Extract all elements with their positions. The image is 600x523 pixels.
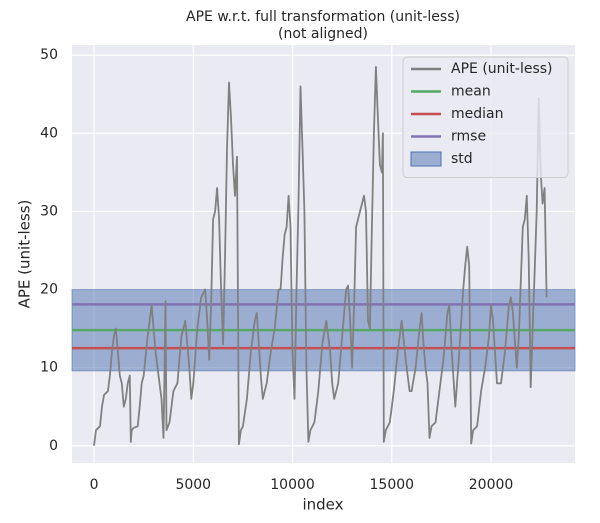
y-tick-label: 20 bbox=[40, 282, 58, 298]
legend-label: std bbox=[451, 151, 473, 167]
legend-swatch bbox=[410, 151, 442, 167]
y-tick-label: 10 bbox=[40, 360, 58, 376]
x-axis-label: index bbox=[302, 496, 343, 514]
x-tick-label: 5000 bbox=[175, 477, 211, 493]
x-tick-label: 10000 bbox=[270, 477, 315, 493]
ape-line bbox=[93, 66, 548, 446]
y-axis-label: APE (unit-less) bbox=[16, 200, 34, 309]
legend-label: median bbox=[451, 106, 503, 122]
y-tick-label: 30 bbox=[40, 203, 58, 219]
chart-subtitle: (not aligned) bbox=[278, 26, 368, 42]
legend-label: mean bbox=[451, 84, 491, 100]
x-tick-label: 0 bbox=[90, 477, 99, 493]
x-tick-label: 20000 bbox=[469, 477, 514, 493]
y-tick-label: 40 bbox=[40, 125, 58, 141]
legend-label: rmse bbox=[451, 129, 486, 145]
chart-title: APE w.r.t. full transformation (unit-les… bbox=[186, 9, 460, 25]
y-tick-label: 50 bbox=[40, 47, 58, 63]
legend-label: APE (unit-less) bbox=[451, 61, 553, 77]
y-tick-label: 0 bbox=[49, 438, 58, 454]
legend-box bbox=[402, 56, 569, 178]
x-tick-label: 15000 bbox=[370, 477, 415, 493]
